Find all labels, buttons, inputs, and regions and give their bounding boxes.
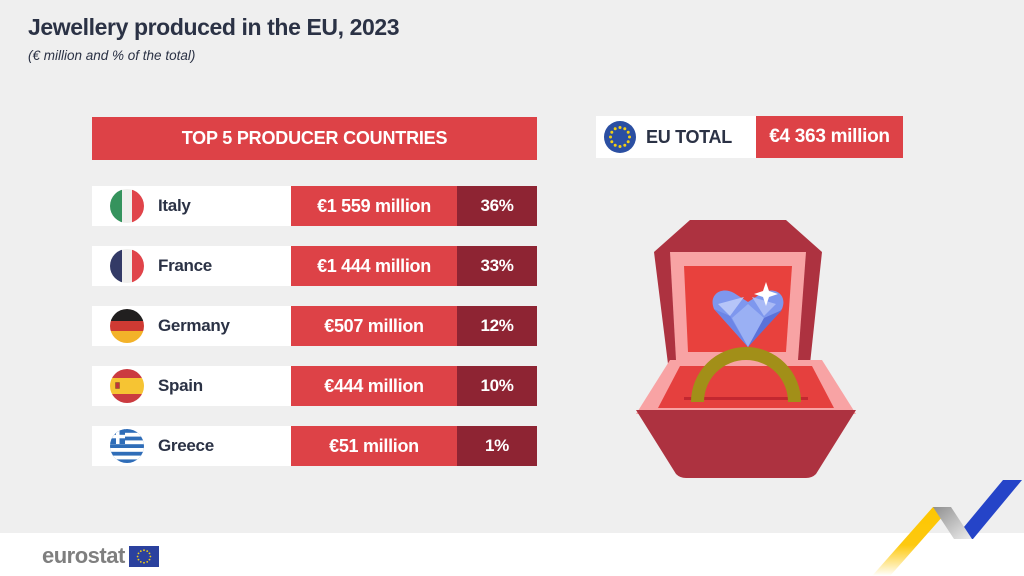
share-box: 10% [457, 366, 537, 406]
share-label: 10% [480, 376, 514, 395]
share-label: 36% [480, 196, 514, 215]
country-cell: Italy [92, 186, 291, 226]
zigzag-gray-stripe [933, 507, 972, 539]
country-label: Germany [158, 316, 230, 335]
country-cell: Greece [92, 426, 291, 466]
eu-total-value: €4 363 million [769, 126, 890, 147]
footer-band [0, 533, 1024, 576]
share-box: 1% [457, 426, 537, 466]
value-label: €444 million [324, 375, 424, 396]
spain-flag-icon [110, 369, 144, 403]
box-cushion [636, 360, 856, 414]
germany-flag-icon [110, 309, 144, 343]
diamond-icon [712, 282, 784, 347]
eu-total-label-box: EU TOTAL [596, 116, 756, 158]
country-label: France [158, 256, 212, 275]
top5-header-label: TOP 5 PRODUCER COUNTRIES [181, 128, 448, 148]
table-row-italy: Italy €1 559 million 36% [92, 186, 537, 226]
share-label: 33% [480, 256, 514, 275]
italy-flag-icon [110, 189, 144, 223]
country-label: Greece [158, 436, 214, 455]
eu-total-label: EU TOTAL [646, 126, 732, 147]
page-subtitle: (€ million and % of the total) [28, 48, 196, 63]
value-label: €51 million [329, 435, 419, 456]
country-cell: France [92, 246, 291, 286]
value-label: €1 559 million [317, 195, 431, 216]
eu-total-card: EU TOTAL €4 363 million [596, 116, 903, 158]
jewellery-ring-box-illustration [636, 220, 856, 478]
table-row-germany: Germany €507 million 12% [92, 306, 537, 346]
share-label: 12% [480, 316, 514, 335]
producer-table: Italy €1 559 million 36% France [92, 186, 537, 486]
greece-flag-icon [110, 429, 144, 463]
value-label: €1 444 million [317, 255, 431, 276]
country-cell: Germany [92, 306, 291, 346]
country-label: Italy [158, 196, 191, 215]
share-label: 1% [485, 436, 509, 455]
eurostat-wordmark: eurostat [42, 543, 125, 568]
share-box: 12% [457, 306, 537, 346]
box-base [636, 410, 856, 478]
eu-total-value-box: €4 363 million [756, 116, 903, 158]
value-box: €51 million [291, 426, 457, 466]
table-row-spain: Spain €444 million 10% [92, 366, 537, 406]
table-row-greece: Greece €51 million 1% [92, 426, 537, 466]
share-box: 36% [457, 186, 537, 226]
zigzag-decoration [872, 480, 1022, 576]
gold-ring-icon [691, 347, 801, 403]
zigzag-blue-stripe [954, 480, 1022, 539]
value-box: €1 559 million [291, 186, 457, 226]
eu-logo-flag-icon [128, 545, 159, 567]
box-lid [654, 220, 822, 364]
value-label: €507 million [324, 315, 424, 336]
country-cell: Spain [92, 366, 291, 406]
value-box: €507 million [291, 306, 457, 346]
value-box: €1 444 million [291, 246, 457, 286]
table-row-france: France €1 444 million 33% [92, 246, 537, 286]
eurostat-logo: eurostat [42, 543, 159, 569]
zigzag-yellow-stripe [872, 507, 951, 576]
share-box: 33% [457, 246, 537, 286]
page-title: Jewellery produced in the EU, 2023 [28, 14, 400, 40]
france-flag-icon [110, 249, 144, 283]
country-label: Spain [158, 376, 203, 395]
eu-flag-icon [604, 121, 636, 153]
top5-header-banner: TOP 5 PRODUCER COUNTRIES [92, 117, 537, 160]
value-box: €444 million [291, 366, 457, 406]
sparkle-icon [754, 282, 778, 306]
cushion-slot [684, 397, 808, 400]
